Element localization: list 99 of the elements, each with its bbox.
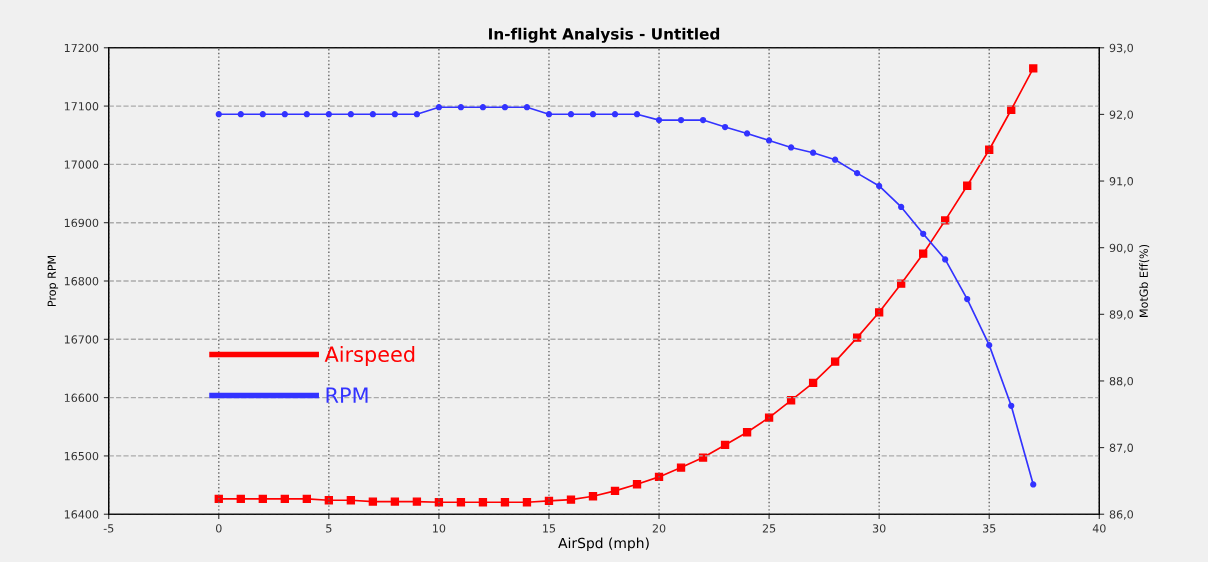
point <box>765 137 773 144</box>
point <box>215 111 222 118</box>
point <box>346 496 356 505</box>
point <box>721 123 729 131</box>
y-tick-label: 16700 <box>64 335 99 344</box>
point <box>237 111 244 118</box>
point <box>854 170 861 177</box>
y2-tick-label: 87,0 <box>1109 443 1133 454</box>
point <box>523 104 531 111</box>
y2-tick-label: 92,0 <box>1109 110 1133 120</box>
point <box>236 494 245 504</box>
point <box>435 104 443 111</box>
y2-tick-label: 90,0 <box>1109 243 1133 254</box>
point <box>963 181 972 190</box>
point <box>390 497 400 506</box>
y-tick-label: 16500 <box>64 451 99 461</box>
point <box>368 497 378 506</box>
point <box>303 111 310 118</box>
point <box>986 342 993 349</box>
point <box>456 498 466 507</box>
point <box>942 256 949 263</box>
point <box>500 498 510 507</box>
y2-tick-label: 89,0 <box>1109 310 1133 320</box>
point <box>1008 402 1015 409</box>
y-tick-label: 16600 <box>64 393 99 402</box>
point <box>787 144 795 151</box>
point <box>764 413 774 422</box>
point <box>941 216 950 225</box>
point <box>566 495 576 504</box>
point <box>832 156 839 163</box>
x-tick-label: 35 <box>983 524 996 533</box>
y-tick-label: 16400 <box>64 510 99 519</box>
y2-axis-title: MotGb Eff(%) <box>1139 244 1150 317</box>
x-axis-title: AirSpd (mph) <box>558 537 649 551</box>
point <box>830 357 840 366</box>
x-tick-label: 5 <box>326 524 332 533</box>
y-tick-label: 17100 <box>64 102 99 111</box>
point <box>522 498 532 507</box>
point <box>280 494 289 504</box>
point <box>457 104 465 111</box>
point <box>347 111 354 118</box>
point <box>369 111 376 118</box>
point <box>964 295 971 303</box>
point <box>676 463 686 472</box>
y-tick-label: 16800 <box>64 276 99 286</box>
point <box>259 111 266 118</box>
y2-tick-label: 86,0 <box>1109 510 1133 520</box>
point <box>897 279 906 288</box>
chart-title: In-flight Analysis - Untitled <box>489 27 720 43</box>
point <box>1030 481 1037 488</box>
point <box>610 486 620 496</box>
text: RPM <box>326 387 368 403</box>
x-tick-label: 25 <box>762 524 776 533</box>
point <box>413 111 421 118</box>
point <box>633 111 641 118</box>
point <box>412 497 422 506</box>
point <box>325 111 332 118</box>
point <box>720 440 730 450</box>
y-tick-label: 17200 <box>64 43 99 53</box>
point <box>743 130 751 137</box>
point <box>699 116 707 124</box>
point <box>545 111 553 118</box>
point <box>809 149 817 156</box>
point <box>302 494 311 504</box>
x-tick-label: 30 <box>872 524 886 533</box>
point <box>589 111 597 118</box>
point <box>808 378 818 388</box>
point <box>632 480 642 489</box>
x-tick-label: 10 <box>433 524 446 533</box>
point <box>919 249 928 258</box>
point <box>567 111 575 118</box>
y2-tick-label: 88,0 <box>1109 376 1133 387</box>
y2-tick-label: 93,0 <box>1109 43 1133 54</box>
point <box>258 494 267 504</box>
point <box>876 182 883 190</box>
x-tick-label: 20 <box>652 524 666 533</box>
point <box>852 333 862 342</box>
y-axis-title: Prop RPM <box>47 255 59 307</box>
point <box>501 104 509 111</box>
point <box>478 498 488 507</box>
text: Airspeed <box>324 345 415 367</box>
point <box>588 492 598 501</box>
y2-tick-label: 91,0 <box>1109 177 1133 187</box>
point <box>391 111 399 118</box>
point <box>677 116 685 124</box>
point <box>898 203 905 211</box>
x-tick-label: -5 <box>103 524 114 533</box>
point <box>479 104 487 111</box>
point <box>1029 64 1038 73</box>
y-tick-label: 16900 <box>64 218 99 228</box>
x-tick-label: 0 <box>215 524 222 533</box>
y-tick-label: 17000 <box>64 160 99 169</box>
x-tick-label: 15 <box>543 524 556 533</box>
point <box>611 111 619 118</box>
point <box>655 116 663 124</box>
x-tick-label: 40 <box>1092 524 1106 533</box>
point <box>281 111 288 118</box>
point <box>742 428 752 437</box>
point <box>920 230 927 237</box>
